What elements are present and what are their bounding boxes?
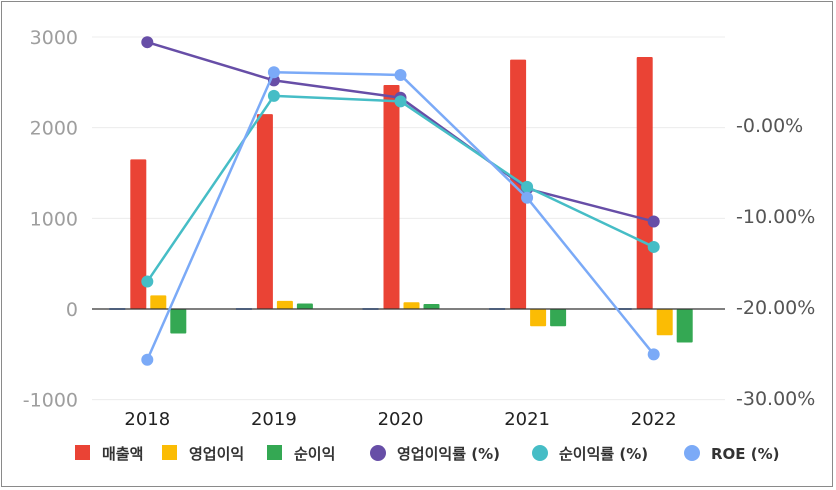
- right-axis-ticks: -0.00% -10.00% -20.00% -30.00%: [736, 115, 815, 410]
- bar-매출액: [256, 114, 273, 309]
- point-ROE (%): [521, 191, 534, 204]
- bar-순이익: [676, 309, 693, 343]
- legend-label: 순이익률 (%): [559, 445, 648, 463]
- point-ROE (%): [267, 66, 280, 79]
- line-series: [141, 36, 660, 366]
- right-tick-label: -30.00%: [736, 388, 815, 410]
- left-axis-ticks: 3000 2000 1000 0 -1000: [23, 27, 78, 412]
- x-axis-ticks: 2018 2019 2020 2021 2022: [124, 409, 676, 430]
- bar-영업이익: [656, 309, 673, 336]
- point-영업이익률 (%): [141, 36, 154, 49]
- bar-매출액: [510, 59, 527, 309]
- point-ROE (%): [647, 348, 660, 361]
- legend-label: 순이익: [294, 445, 335, 463]
- left-tick-label: 2000: [30, 118, 78, 140]
- legend-label: 매출액: [102, 445, 143, 463]
- bar-매출액: [636, 56, 653, 309]
- legend-swatch: [684, 445, 700, 461]
- point-순이익률 (%): [141, 275, 154, 288]
- x-tick-label: 2022: [631, 409, 677, 430]
- x-tick-label: 2020: [378, 409, 424, 430]
- legend-swatch: [370, 445, 386, 461]
- legend-swatch: [162, 445, 177, 460]
- bar-영업이익: [403, 302, 420, 309]
- line-ROE (%): [146, 70, 655, 361]
- bar-순이익: [296, 303, 313, 309]
- gridlines: [92, 36, 725, 401]
- point-ROE (%): [141, 353, 154, 366]
- point-순이익률 (%): [521, 180, 534, 193]
- bar-매출액: [383, 85, 400, 309]
- bar-매출액: [130, 159, 147, 309]
- legend-label: 영업이익: [189, 445, 244, 463]
- left-tick-label: 1000: [30, 208, 78, 230]
- point-순이익률 (%): [267, 89, 280, 102]
- bar-순이익: [170, 309, 187, 334]
- right-tick-label: -20.00%: [736, 297, 815, 319]
- bar-순이익: [550, 309, 567, 327]
- legend-swatch: [532, 445, 548, 461]
- point-ROE (%): [394, 68, 407, 81]
- right-tick-label: -0.00%: [736, 115, 803, 137]
- point-영업이익률 (%): [647, 215, 660, 228]
- legend-swatch: [75, 445, 90, 460]
- legend: 매출액 영업이익 순이익 영업이익률 (%) 순이익률 (%) ROE (%): [75, 445, 780, 463]
- right-tick-label: -10.00%: [736, 206, 815, 228]
- bar-영업이익: [150, 295, 167, 309]
- bar-영업이익: [530, 309, 547, 327]
- point-순이익률 (%): [647, 240, 660, 253]
- legend-label: ROE (%): [711, 445, 780, 463]
- legend-label: 영업이익률 (%): [397, 445, 500, 463]
- legend-swatch: [267, 445, 282, 460]
- x-tick-label: 2019: [251, 409, 297, 430]
- left-tick-label: 3000: [30, 27, 78, 49]
- bar-영업이익: [276, 300, 293, 309]
- x-tick-label: 2018: [124, 409, 170, 430]
- point-순이익률 (%): [394, 95, 407, 108]
- x-tick-label: 2021: [504, 409, 550, 430]
- left-tick-label: -1000: [23, 390, 78, 412]
- left-tick-label: 0: [66, 299, 78, 321]
- bar-순이익: [423, 304, 440, 309]
